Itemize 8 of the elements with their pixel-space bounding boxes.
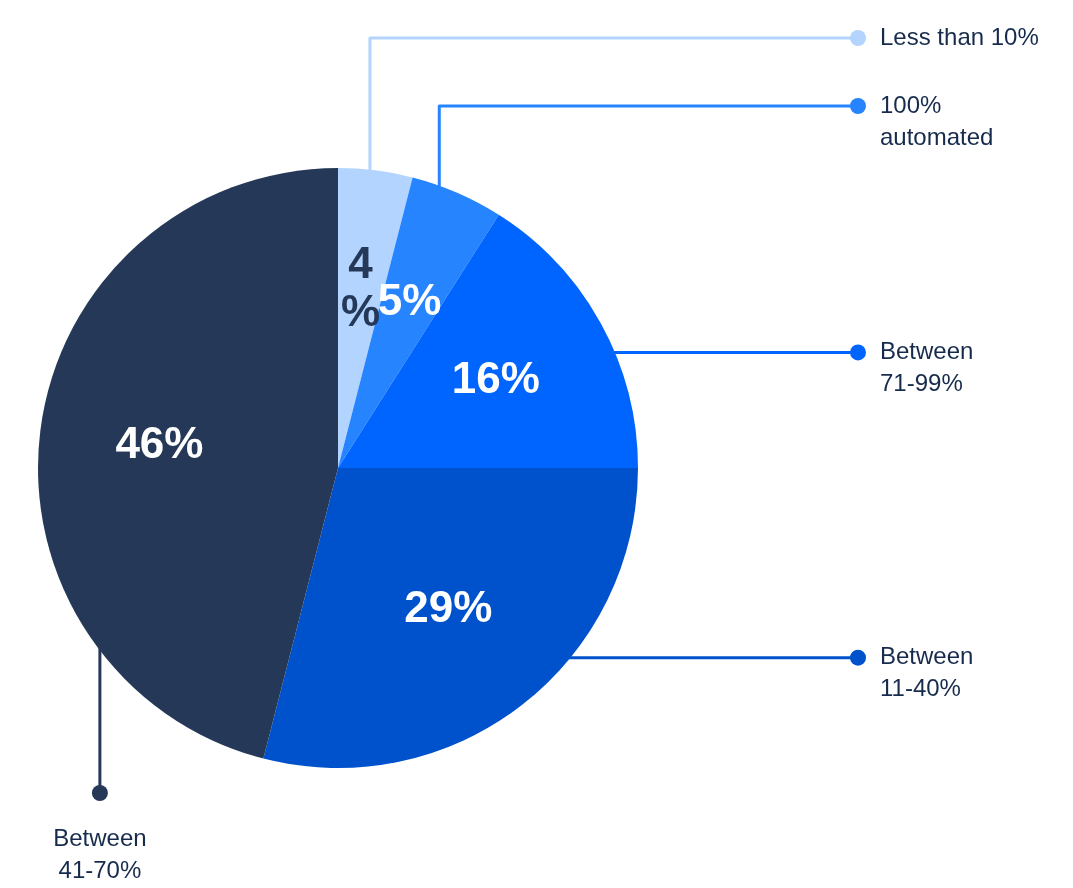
legend-label: 100% automated <box>880 90 994 150</box>
data-label: 16% <box>451 353 540 403</box>
legend-label: Between 11-40% <box>880 642 974 702</box>
legend-label: Between 71-99% <box>880 337 974 396</box>
slice-label: Between 41-70% <box>53 823 147 883</box>
legend-label: Less than 10% <box>880 22 1039 50</box>
data-label: 46% <box>115 417 204 467</box>
data-label: 29% <box>404 582 493 632</box>
